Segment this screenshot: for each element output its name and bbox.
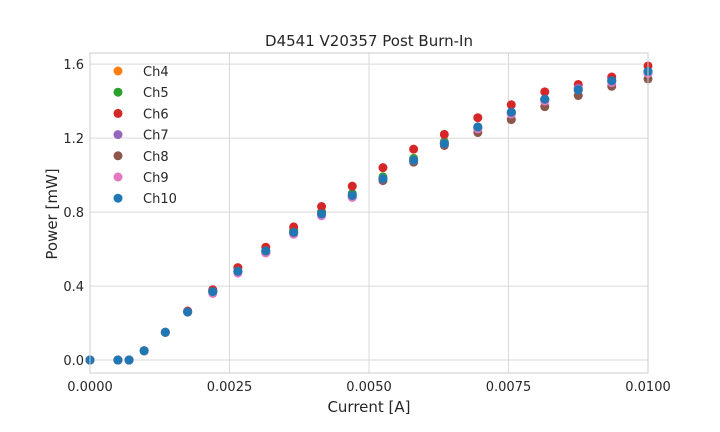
data-point: [124, 355, 134, 365]
legend-marker: [113, 193, 123, 203]
x-tick-label: 0.0025: [207, 380, 253, 395]
legend-marker: [113, 151, 123, 161]
data-point: [347, 190, 357, 200]
data-point: [540, 87, 550, 97]
legend-label: Ch8: [143, 150, 169, 165]
data-point: [160, 327, 170, 337]
data-point: [506, 107, 516, 117]
data-point: [347, 181, 357, 191]
legend-label: Ch7: [143, 129, 169, 144]
data-point: [183, 307, 193, 317]
data-point: [439, 129, 449, 139]
legend-marker: [113, 172, 123, 182]
data-point: [261, 246, 271, 256]
data-point: [317, 202, 327, 212]
y-tick-label: 0.4: [63, 280, 84, 295]
series-ch10: [85, 66, 653, 365]
data-point: [289, 227, 299, 237]
data-point: [233, 266, 243, 276]
x-axis-title: Current [A]: [327, 398, 410, 416]
data-point: [506, 100, 516, 110]
data-point: [573, 85, 583, 95]
legend-label: Ch4: [143, 65, 169, 80]
data-point: [540, 94, 550, 104]
legend-marker: [113, 66, 123, 76]
data-point: [113, 355, 123, 365]
plot-frame: [89, 52, 649, 374]
x-tick-label: 0.0100: [625, 380, 671, 395]
x-tick-label: 0.0000: [67, 380, 113, 395]
legend-label: Ch9: [143, 171, 169, 186]
data-point: [317, 209, 327, 219]
data-point: [409, 155, 419, 165]
legend-label: Ch5: [143, 86, 169, 101]
data-point: [473, 122, 483, 132]
data-point: [208, 287, 218, 297]
x-tick-label: 0.0075: [486, 380, 532, 395]
legend-marker: [113, 130, 123, 140]
data-point: [378, 163, 388, 173]
y-axis-title: Power [mW]: [43, 168, 61, 259]
legend-marker: [113, 87, 123, 97]
data-point: [378, 174, 388, 184]
chart-title: D4541 V20357 Post Burn-In: [265, 32, 473, 50]
data-point: [139, 346, 149, 356]
data-point: [409, 144, 419, 154]
y-tick-label: 1.6: [63, 58, 84, 73]
y-tick-label: 1.2: [63, 132, 84, 147]
data-point: [607, 76, 617, 86]
legend-label: Ch10: [143, 192, 177, 207]
data-point: [473, 113, 483, 123]
legend-marker: [113, 108, 123, 118]
data-point: [439, 139, 449, 149]
legend-label: Ch6: [143, 107, 169, 122]
legend: Ch4 Ch5 Ch6 Ch7 Ch8 Ch9 Ch10: [113, 65, 177, 207]
tick-labels: 0.0000 0.0025 0.0050 0.0075 0.0100 0.0 0.4 0.8 1…: [63, 58, 670, 395]
y-tick-label: 0.0: [63, 354, 84, 369]
y-tick-label: 0.8: [63, 206, 84, 221]
x-tick-label: 0.0050: [346, 380, 392, 395]
